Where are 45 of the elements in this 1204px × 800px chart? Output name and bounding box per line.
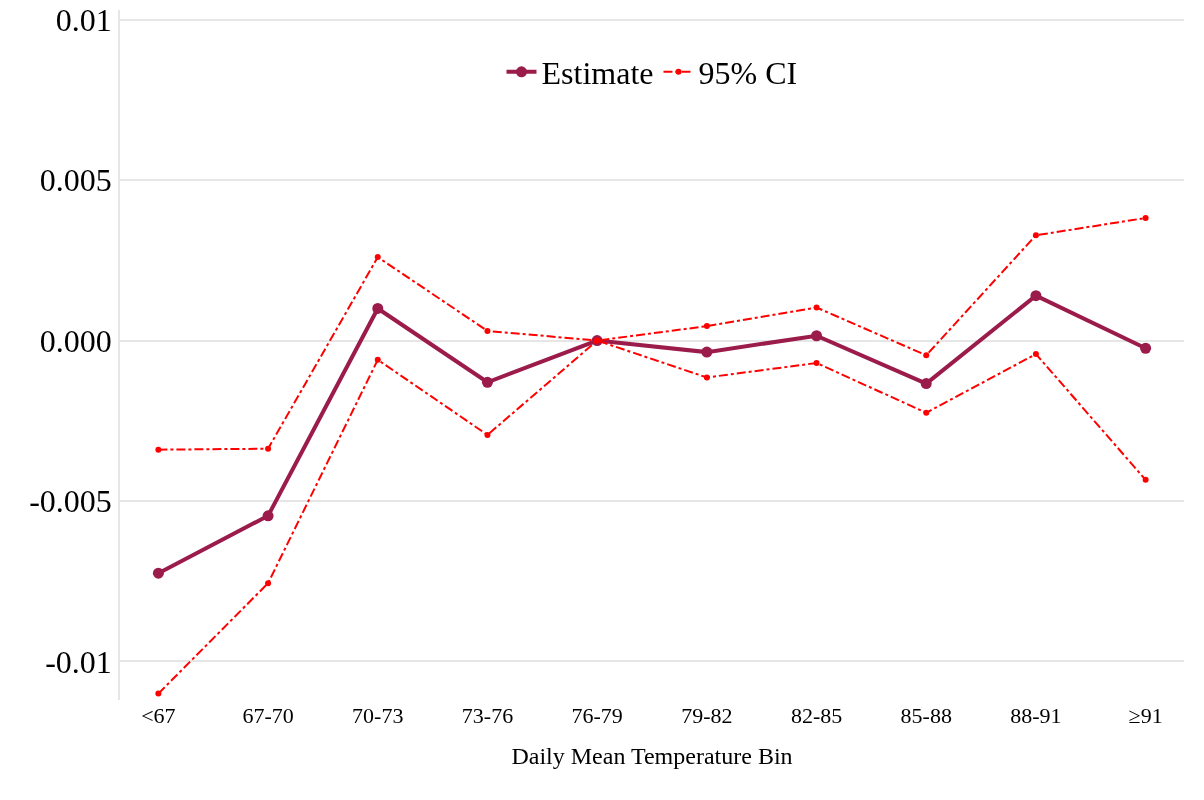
point (703, 374, 710, 381)
point (1032, 232, 1039, 239)
point (701, 346, 713, 358)
x-tick-label: <67 (141, 703, 176, 728)
point (152, 567, 164, 579)
x-tick-label: 67-70 (242, 703, 294, 728)
point (484, 327, 491, 334)
point (811, 330, 823, 342)
point (372, 302, 384, 314)
point (1030, 290, 1042, 302)
point (703, 323, 710, 330)
x-tick-label: 85-88 (900, 703, 952, 728)
point (920, 378, 932, 390)
y-tick-label: -0.01 (45, 643, 112, 680)
x-tick-label: 70-73 (352, 703, 404, 728)
point (923, 409, 930, 416)
y-tick-label: 0.005 (39, 162, 112, 199)
point (155, 446, 162, 453)
y-tick-label: 0.000 (39, 322, 112, 359)
x-tick-label: 82-85 (790, 703, 843, 728)
point (155, 690, 162, 697)
point (1032, 351, 1039, 358)
x-axis-title: Daily Mean Temperature Bin (511, 743, 793, 770)
x-tick-label: 79-82 (681, 703, 733, 728)
x-tick-label: ≥91 (1128, 703, 1163, 728)
legend-label: Estimate (541, 55, 654, 92)
y-tick-label: -0.005 (29, 483, 112, 520)
x-tick-label: 88-91 (1010, 703, 1062, 728)
point (813, 360, 820, 367)
point (262, 510, 274, 522)
point (481, 376, 493, 388)
legend-label: 95% CI (698, 55, 798, 92)
point (1142, 214, 1149, 221)
x-tick-label: 73-76 (461, 703, 514, 728)
point (374, 356, 381, 363)
x-tick-label: 76-79 (571, 703, 623, 728)
point (374, 254, 381, 261)
point (1140, 342, 1152, 354)
point (265, 580, 272, 587)
point (265, 445, 272, 452)
point (1142, 476, 1149, 483)
y-tick-label: 0.01 (55, 1, 112, 38)
point (484, 431, 491, 438)
point (923, 352, 930, 359)
point (813, 304, 820, 311)
